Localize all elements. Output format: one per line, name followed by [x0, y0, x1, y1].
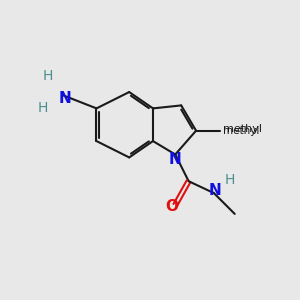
Text: N: N: [58, 91, 71, 106]
Text: methyl: methyl: [223, 126, 259, 136]
Text: H: H: [38, 101, 48, 116]
Text: H: H: [42, 69, 52, 83]
Text: H: H: [225, 173, 236, 187]
Text: N: N: [209, 183, 222, 198]
Text: N: N: [169, 152, 182, 167]
Text: O: O: [165, 199, 178, 214]
Text: methyl: methyl: [224, 124, 262, 134]
